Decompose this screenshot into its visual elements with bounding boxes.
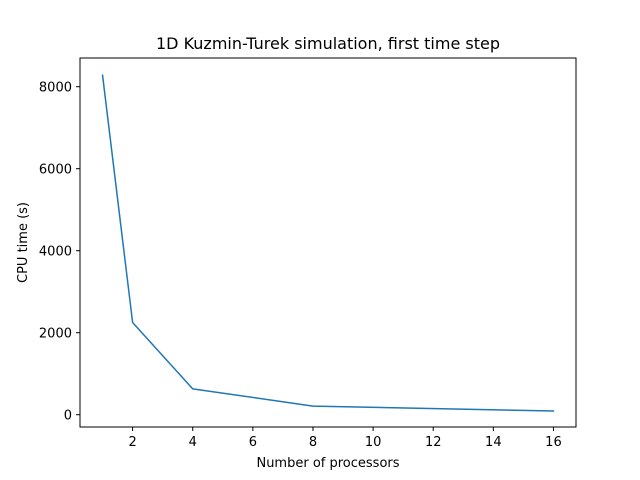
plot-background [80, 58, 576, 427]
chart-title: 1D Kuzmin-Turek simulation, first time s… [156, 34, 500, 53]
x-tick-label: 2 [128, 435, 136, 450]
y-tick-label: 6000 [39, 163, 72, 178]
series-line [101, 74, 555, 412]
y-axis-label: CPU time (s) [16, 202, 31, 283]
x-tick-label: 4 [189, 435, 197, 450]
x-tick-label: 16 [545, 435, 562, 450]
y-tick-label: 2000 [39, 327, 72, 342]
y-tick-label: 8000 [39, 81, 72, 96]
series-layer [101, 74, 555, 412]
x-tick-label: 10 [365, 435, 382, 450]
y-tick-label: 0 [64, 409, 72, 424]
y-tick-label: 4000 [39, 245, 72, 260]
x-tick-label: 8 [309, 435, 317, 450]
x-tick-label: 14 [485, 435, 502, 450]
plot-frame [79, 57, 577, 428]
x-tick-label: 12 [425, 435, 442, 450]
y-axis: 0 2000 4000 6000 8000 [39, 81, 80, 424]
x-axis-label: Number of processors [256, 456, 399, 471]
x-axis: 2 4 6 8 10 12 14 16 [128, 427, 562, 450]
x-tick-label: 6 [249, 435, 257, 450]
